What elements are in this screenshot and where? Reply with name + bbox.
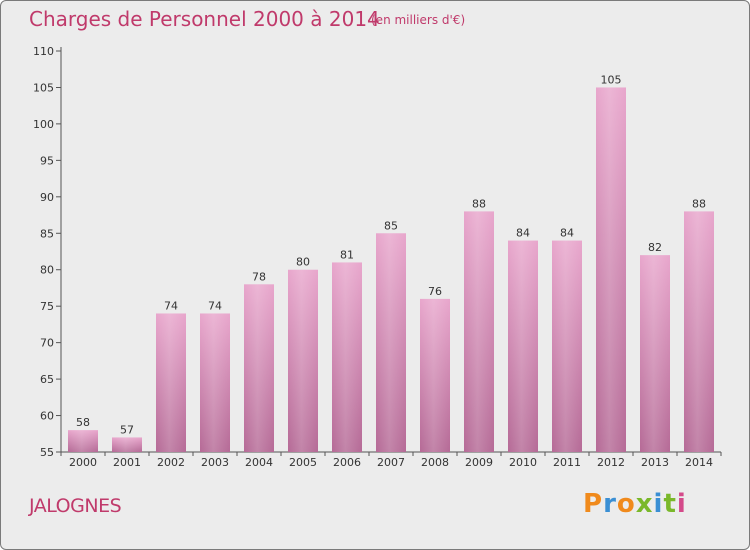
x-tick-label: 2002 xyxy=(157,456,185,469)
y-tick-label: 80 xyxy=(40,264,54,277)
y-tick-label: 70 xyxy=(40,337,54,350)
data-label: 57 xyxy=(120,423,134,436)
bar-highlight xyxy=(376,233,406,452)
data-label: 88 xyxy=(692,197,706,210)
data-label: 74 xyxy=(208,299,222,312)
data-label: 84 xyxy=(516,227,530,240)
logo-letter: x xyxy=(635,489,654,519)
x-tick-label: 2004 xyxy=(245,456,273,469)
bar-highlight xyxy=(200,313,230,452)
bar-highlight xyxy=(288,269,318,452)
data-label: 81 xyxy=(340,248,354,261)
bar-highlight xyxy=(508,240,538,452)
data-label: 88 xyxy=(472,197,486,210)
y-tick-label: 55 xyxy=(40,446,54,459)
logo-letter: i xyxy=(676,489,687,519)
data-label: 78 xyxy=(252,270,266,283)
chart-title: Charges de Personnel 2000 à 2014 xyxy=(29,7,380,31)
y-tick-label: 100 xyxy=(33,118,54,131)
x-tick-label: 2007 xyxy=(377,456,405,469)
logo-letter: i xyxy=(653,489,664,519)
bar-highlight xyxy=(596,87,626,453)
x-tick-label: 2005 xyxy=(289,456,317,469)
logo-letter: P xyxy=(583,489,604,519)
data-label: 85 xyxy=(384,219,398,232)
y-tick-label: 85 xyxy=(40,227,54,240)
bar-highlight xyxy=(156,313,186,452)
bar-highlight xyxy=(68,430,98,452)
logo-letter: r xyxy=(603,489,617,519)
bar-highlight xyxy=(244,284,274,452)
y-tick-label: 65 xyxy=(40,373,54,386)
x-tick-label: 2009 xyxy=(465,456,493,469)
y-tick-label: 110 xyxy=(33,45,54,58)
x-tick-label: 2000 xyxy=(69,456,97,469)
y-tick-label: 105 xyxy=(33,81,54,94)
x-tick-label: 2013 xyxy=(641,456,669,469)
y-tick-label: 90 xyxy=(40,191,54,204)
data-label: 84 xyxy=(560,227,574,240)
bar-highlight xyxy=(420,298,450,452)
data-label: 74 xyxy=(164,299,178,312)
data-label: 80 xyxy=(296,256,310,269)
bar-highlight xyxy=(332,262,362,452)
x-tick-label: 2012 xyxy=(597,456,625,469)
data-label: 82 xyxy=(648,241,662,254)
x-tick-label: 2011 xyxy=(553,456,581,469)
y-tick-label: 60 xyxy=(40,410,54,423)
x-tick-label: 2010 xyxy=(509,456,537,469)
logo-letter: t xyxy=(663,489,677,519)
x-tick-label: 2001 xyxy=(113,456,141,469)
x-tick-label: 2008 xyxy=(421,456,449,469)
data-label: 105 xyxy=(601,73,622,86)
x-tick-label: 2006 xyxy=(333,456,361,469)
proxiti-logo: Proxiti xyxy=(583,489,687,519)
data-label: 58 xyxy=(76,416,90,429)
bar-highlight xyxy=(552,240,582,452)
commune-name: JALOGNES xyxy=(29,495,122,517)
bar-highlight xyxy=(684,211,714,452)
bar-highlight xyxy=(112,437,142,452)
bar-highlight xyxy=(464,211,494,452)
x-tick-label: 2003 xyxy=(201,456,229,469)
x-tick-label: 2014 xyxy=(685,456,713,469)
logo-letter: o xyxy=(616,489,636,519)
chart-subtitle: (en milliers d'€) xyxy=(371,13,466,27)
bar-highlight xyxy=(640,255,670,452)
data-label: 76 xyxy=(428,285,442,298)
y-tick-label: 95 xyxy=(40,154,54,167)
y-tick-label: 75 xyxy=(40,300,54,313)
